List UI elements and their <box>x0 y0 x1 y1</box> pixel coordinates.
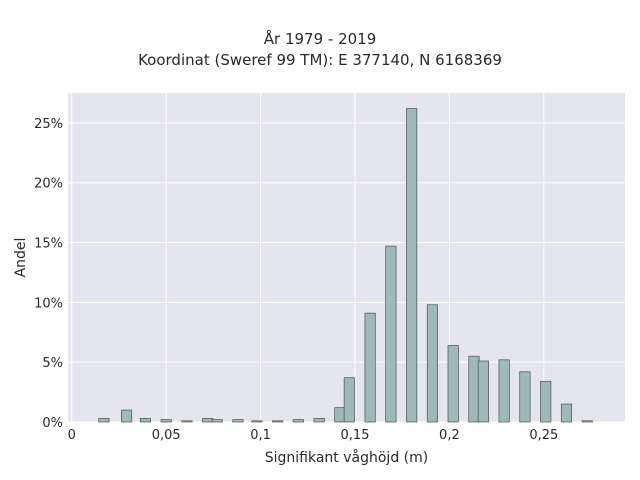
histogram-bar <box>120 409 133 423</box>
histogram-bar <box>139 418 151 423</box>
y-tick-label: 15% <box>34 237 63 252</box>
chart-title: År 1979 - 2019 <box>263 30 377 48</box>
histogram-bar <box>385 245 397 423</box>
histogram-bar <box>519 371 531 423</box>
y-tick-label: 5% <box>42 356 63 371</box>
histogram-bar <box>232 419 244 423</box>
x-tick-labels: 0 0,05 0,1 0,15 0,2 0,25 <box>68 428 559 443</box>
x-tick-label: 0,15 <box>341 428 370 443</box>
histogram-bar <box>468 355 480 423</box>
histogram-bar <box>98 418 110 423</box>
bars <box>98 108 593 423</box>
histogram-bar <box>292 419 304 423</box>
histogram-bar <box>364 312 376 423</box>
histogram-bar <box>313 418 325 423</box>
histogram-bar <box>406 108 418 423</box>
plot-area <box>68 93 625 422</box>
x-tick-label: 0,25 <box>529 428 558 443</box>
histogram-bar <box>447 345 459 423</box>
y-axis-label: Andel <box>13 238 29 278</box>
histogram-bar <box>202 418 214 423</box>
histogram-bar <box>272 420 284 423</box>
histogram-bar <box>560 403 573 423</box>
y-tick-label: 25% <box>34 117 63 132</box>
histogram-bar <box>211 419 223 423</box>
chart-subtitle: Koordinat (Sweref 99 TM): E 377140, N 61… <box>138 51 502 69</box>
histogram-bar <box>181 420 193 423</box>
histogram-bar <box>160 419 172 423</box>
x-axis-label: Signifikant våghöjd (m) <box>265 449 428 466</box>
y-tick-label: 0% <box>42 416 63 431</box>
y-tick-label: 10% <box>34 296 63 311</box>
histogram-bar <box>477 360 489 423</box>
x-tick-label: 0,1 <box>250 428 271 443</box>
x-tick-label: 0,05 <box>152 428 181 443</box>
x-tick-label: 0 <box>68 428 76 443</box>
y-tick-label: 20% <box>34 177 63 192</box>
histogram-bar <box>251 420 263 423</box>
histogram-bar <box>581 420 593 423</box>
histogram-bar <box>498 359 510 423</box>
histogram-bar <box>540 380 552 423</box>
histogram-bar <box>334 407 346 423</box>
histogram-bar <box>426 304 438 423</box>
y-tick-labels: 0% 5% 10% 15% 20% 25% <box>34 117 63 431</box>
x-tick-label: 0,2 <box>439 428 460 443</box>
histogram-bar <box>343 377 355 423</box>
